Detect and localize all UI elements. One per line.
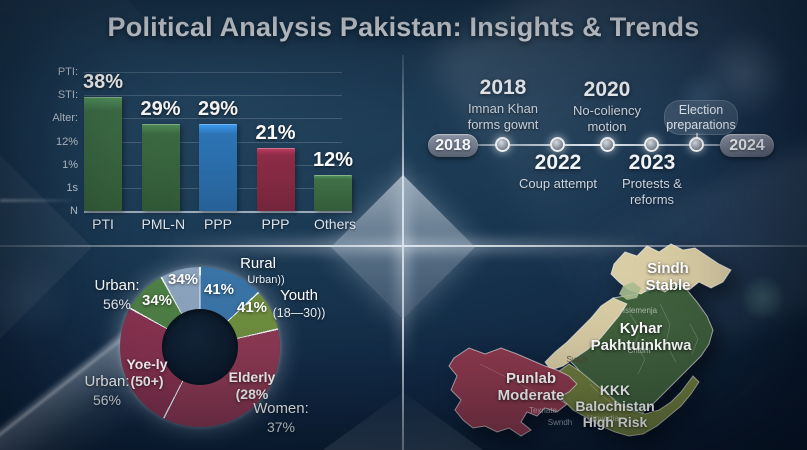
bar-col-ppp: 21% <box>255 122 296 211</box>
donut-label-women-line2: 37% <box>266 418 296 435</box>
donut-label-youth-line2: (18—30)) <box>272 305 326 320</box>
timeline-event-year: 2022 <box>534 151 582 174</box>
timeline-bubble-stem <box>696 133 698 139</box>
gridline <box>84 118 342 120</box>
gridline <box>84 72 342 73</box>
timeline-node-1 <box>495 137 510 152</box>
timeline-event-desc: Coup attempt <box>518 176 598 191</box>
timeline-axis <box>477 144 720 146</box>
y-axis-tick: 1% <box>62 158 78 171</box>
bar-chart-baseline <box>84 211 352 213</box>
bar <box>314 175 352 211</box>
map-glacier-patch <box>619 282 641 300</box>
bar-columns: 38% 29% 29% 21% 12% <box>82 60 354 211</box>
map-label-balochistan: KKK Balochistan High Risk <box>575 382 655 431</box>
page-title: Political Analysis Pakistan: Insights & … <box>107 12 700 42</box>
y-axis-tick: N <box>70 205 78 218</box>
map-label-sindh: Sindh Stable <box>645 260 691 295</box>
timeline-event-year: 2020 <box>583 78 631 101</box>
y-axis-tick: PTI: <box>57 66 78 78</box>
donut-inner-label-elderly: Elderly (28% <box>228 369 276 402</box>
bar-value-label: 29% <box>140 98 181 120</box>
bar-category-label: PML-N <box>141 216 186 232</box>
donut-label-rural: Rural Urban)) <box>239 255 285 288</box>
donut-slice-value: 34% <box>167 271 199 288</box>
bar-category-label: PTI <box>92 216 114 232</box>
donut-slice-value: 34% <box>141 292 173 309</box>
map-label-khyber: Kyhar Pakhtuinkhwa <box>590 320 692 355</box>
lens-flare-top-right-2 <box>676 70 728 122</box>
bar-value-label: 29% <box>197 98 239 120</box>
gridline <box>84 95 342 97</box>
bar-col-pml-n: 29% <box>140 98 181 211</box>
timeline-node-3 <box>600 137 615 152</box>
map-micro-label: Chttim <box>627 346 651 355</box>
map-micro-label: Texnate <box>528 406 558 415</box>
bar-category-label: PPP <box>261 216 290 232</box>
bar-category-label: Others <box>314 216 357 232</box>
donut-label-urban-top-line1: Urban: <box>94 277 140 294</box>
donut-label-rural-line2: Urban)) <box>247 273 285 286</box>
bar-category-label: PPP <box>203 216 232 232</box>
timeline-event-desc: No-coliency motion <box>573 103 641 134</box>
timeline-node-5 <box>689 137 704 152</box>
donut-label-women-line1: Women: <box>253 400 309 417</box>
y-axis-tick: STI: <box>57 89 78 102</box>
glow-bottom-left <box>0 255 75 345</box>
map-label-punjab: Punlab Moderate <box>497 370 565 405</box>
timeline-event-desc: Imnan Khan forms gownt <box>467 101 539 132</box>
donut-slice-value: 41% <box>203 281 235 298</box>
timeline-start-pill: 2018 <box>428 134 478 157</box>
donut-slice-value: 41% <box>236 299 268 316</box>
timeline-event-bubble: Election preparations <box>664 100 738 135</box>
donut-hole <box>162 309 238 385</box>
bar-value-label: 38% <box>82 71 124 93</box>
bar-value-label: 12% <box>312 149 354 171</box>
donut-label-rural-line1: Rural <box>240 255 276 272</box>
donut-label-urban-top-line2: 56% <box>102 295 132 312</box>
teal-lens-flare <box>742 277 784 319</box>
y-axis-tick: 12% <box>55 135 78 148</box>
timeline-event-year: 2023 <box>628 151 676 174</box>
timeline-node-2 <box>550 137 565 152</box>
bar <box>84 97 122 211</box>
map-region-punjab <box>448 347 578 437</box>
timeline-end-pill: 2024 <box>720 134 774 157</box>
donut-label-urban-left-line1: Urban: <box>84 373 130 390</box>
y-axis-tick: 1s <box>66 181 78 194</box>
timeline-node-4 <box>644 137 659 152</box>
timeline-event-year: 2018 <box>479 76 527 99</box>
light-streak-left <box>0 199 78 202</box>
bar-col-ppp: 29% <box>197 98 239 211</box>
donut-inner-label-adults: Yoe-ly (50+) <box>126 356 168 389</box>
bar-col-others: 12% <box>312 149 354 211</box>
donut-label-women: Women: 37% <box>253 400 309 436</box>
map-micro-label: Umvertia <box>586 414 620 423</box>
donut-label-youth: Youth (18—30)) <box>273 287 326 321</box>
bar <box>199 124 237 211</box>
map-district-lines <box>479 303 699 407</box>
map-region-balochistan <box>548 363 700 437</box>
donut-label-urban-left-line2: 56% <box>92 391 122 408</box>
bar <box>256 148 295 211</box>
bar-value-label: 21% <box>255 122 296 144</box>
lens-flare-top-right <box>700 28 790 118</box>
donut-label-urban-top: Urban: 56% <box>94 277 139 313</box>
y-axis-tick: Alter: <box>52 112 78 125</box>
bar-chart-y-axis: PTI: STI: Alter: 12% 1% 1s N <box>30 60 78 220</box>
map-micro-label: Islemenja <box>622 306 658 315</box>
bar-categories-row: PTI PML-N PPP PPP Others <box>84 216 357 232</box>
bar-col-pti: 38% <box>82 71 124 211</box>
timeline-event-desc: Protests & reforms <box>622 176 682 207</box>
pakistan-map <box>448 243 732 437</box>
map-micro-label: Swgh <box>566 354 588 364</box>
donut-label-urban-left: Urban: 56% <box>84 373 129 409</box>
map-micro-label: Swndh <box>547 418 573 427</box>
bar <box>141 124 180 211</box>
donut-label-youth-line1: Youth <box>280 287 318 304</box>
map-band-tan <box>544 297 628 371</box>
